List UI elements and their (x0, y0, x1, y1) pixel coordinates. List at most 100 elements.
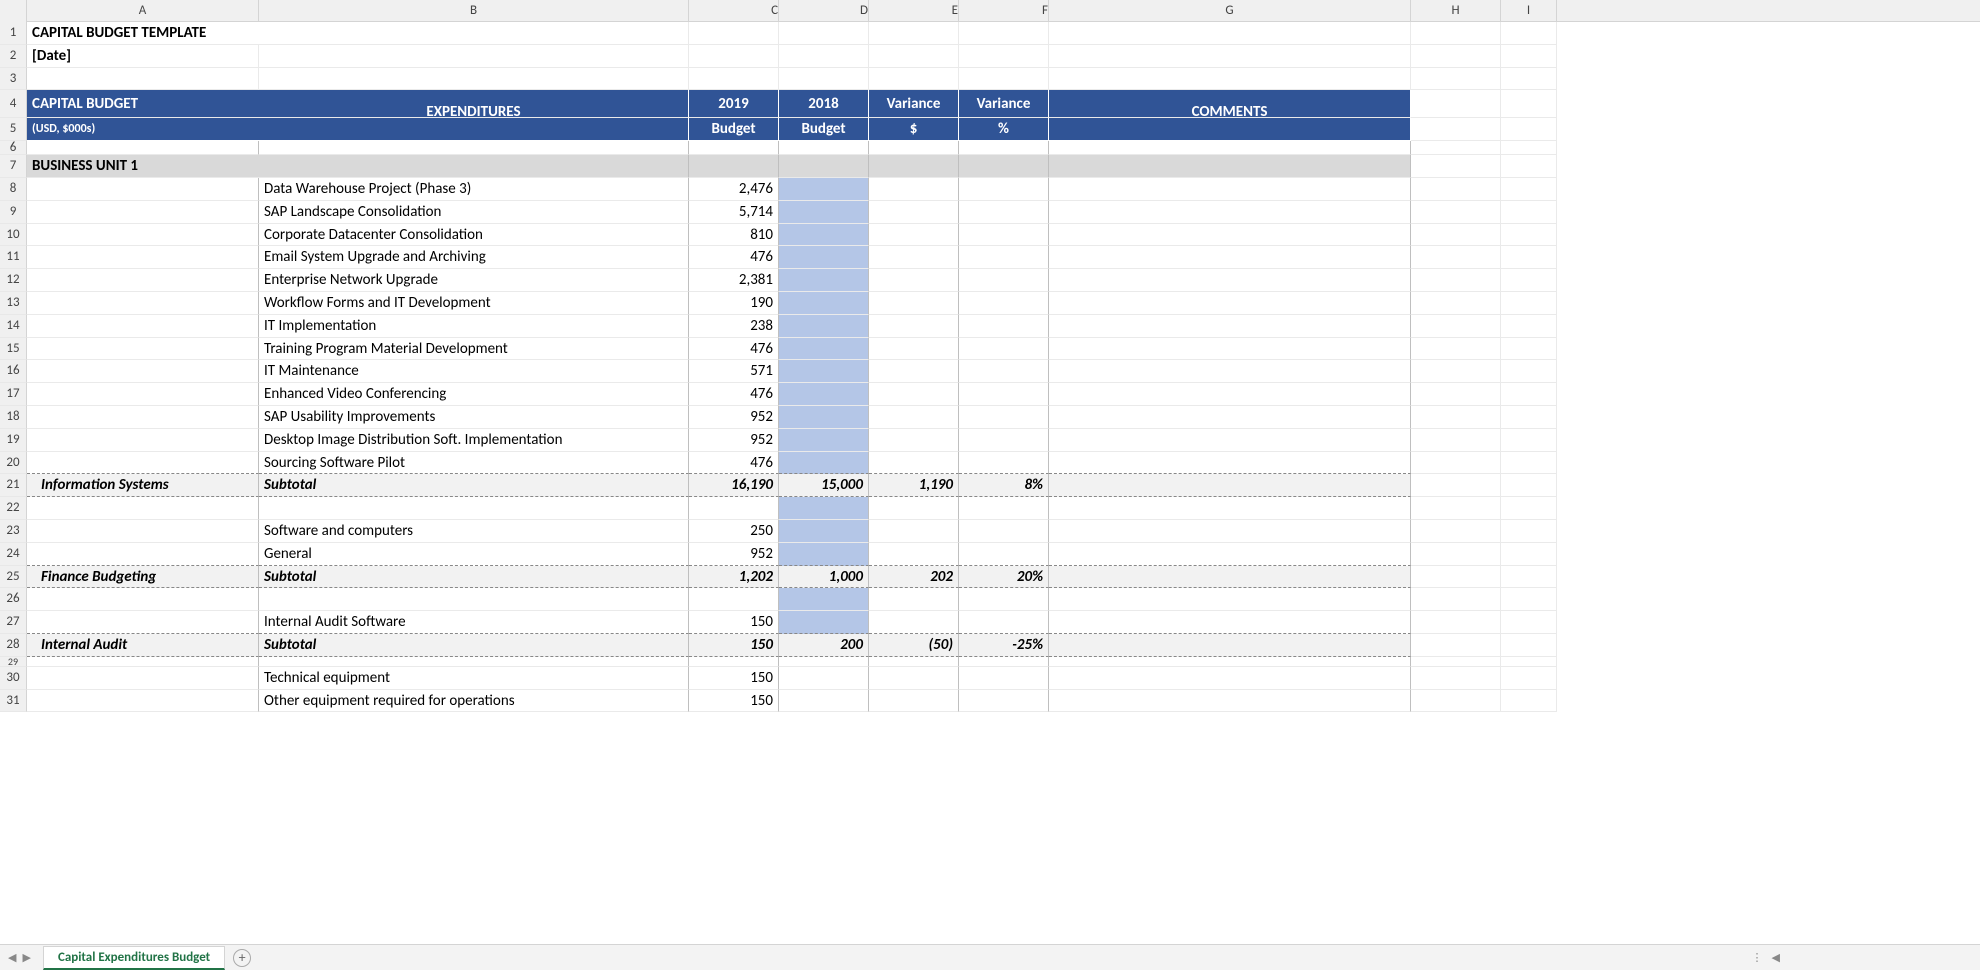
cell-H25[interactable] (1411, 566, 1501, 589)
cell-A4[interactable]: CAPITAL BUDGET (27, 90, 259, 118)
cell-D11[interactable] (779, 246, 869, 269)
cell-A21[interactable]: Information Systems (27, 474, 259, 497)
cell-B20[interactable]: Sourcing Software Pilot (259, 452, 689, 475)
cell-A30[interactable] (27, 667, 259, 690)
cell-D23[interactable] (779, 520, 869, 543)
cell-B19[interactable]: Desktop Image Distribution Soft. Impleme… (259, 429, 689, 452)
cell-E5[interactable]: $ (869, 118, 959, 141)
cell-H7[interactable] (1411, 155, 1501, 178)
cell-C20[interactable]: 476 (689, 452, 779, 475)
cell-A13[interactable] (27, 292, 259, 315)
cell-B5[interactable] (259, 118, 689, 141)
cell-B27[interactable]: Internal Audit Software (259, 611, 689, 634)
cell-B21[interactable]: Subtotal (259, 474, 689, 497)
row-header-27[interactable]: 27 (0, 611, 27, 634)
cell-E8[interactable] (869, 178, 959, 201)
cell-C13[interactable]: 190 (689, 292, 779, 315)
cell-F6[interactable] (959, 141, 1049, 155)
cell-E10[interactable] (869, 224, 959, 247)
cell-C17[interactable]: 476 (689, 383, 779, 406)
cell-D19[interactable] (779, 429, 869, 452)
cell-E14[interactable] (869, 315, 959, 338)
row-header-13[interactable]: 13 (0, 292, 27, 315)
cell-F22[interactable] (959, 497, 1049, 520)
col-header-H[interactable]: H (1411, 0, 1501, 21)
cell-I26[interactable] (1501, 588, 1557, 611)
cell-C21[interactable]: 16,190 (689, 474, 779, 497)
cell-D7[interactable] (779, 155, 869, 178)
cell-I5[interactable] (1501, 118, 1557, 141)
cell-D4[interactable]: 2018 (779, 90, 869, 118)
row-header-21[interactable]: 21 (0, 474, 27, 497)
cell-C12[interactable]: 2,381 (689, 269, 779, 292)
cell-H20[interactable] (1411, 452, 1501, 475)
cell-C28[interactable]: 150 (689, 634, 779, 657)
cell-H12[interactable] (1411, 269, 1501, 292)
cell-I13[interactable] (1501, 292, 1557, 315)
col-header-E[interactable]: E (869, 0, 959, 21)
cell-I4[interactable] (1501, 90, 1557, 118)
cell-D31[interactable] (779, 690, 869, 713)
cell-G9[interactable] (1049, 201, 1411, 224)
cell-I19[interactable] (1501, 429, 1557, 452)
cell-I22[interactable] (1501, 497, 1557, 520)
cell-E12[interactable] (869, 269, 959, 292)
cell-F5[interactable]: % (959, 118, 1049, 141)
cell-F4[interactable]: Variance (959, 90, 1049, 118)
cell-E25[interactable]: 202 (869, 566, 959, 589)
cell-C15[interactable]: 476 (689, 338, 779, 361)
cell-B7[interactable] (259, 155, 689, 178)
cell-B24[interactable]: General (259, 543, 689, 566)
cell-H13[interactable] (1411, 292, 1501, 315)
cell-H28[interactable] (1411, 634, 1501, 657)
cell-G23[interactable] (1049, 520, 1411, 543)
cell-H16[interactable] (1411, 360, 1501, 383)
cell-A20[interactable] (27, 452, 259, 475)
cell-B13[interactable]: Workflow Forms and IT Development (259, 292, 689, 315)
cell-H24[interactable] (1411, 543, 1501, 566)
row-header-19[interactable]: 19 (0, 429, 27, 452)
cell-H2[interactable] (1411, 45, 1501, 68)
cell-H27[interactable] (1411, 611, 1501, 634)
cell-F29[interactable] (959, 657, 1049, 667)
cell-I30[interactable] (1501, 667, 1557, 690)
cell-C1[interactable] (689, 22, 779, 45)
cell-H21[interactable] (1411, 474, 1501, 497)
cell-E13[interactable] (869, 292, 959, 315)
row-header-6[interactable]: 6 (0, 141, 27, 155)
cell-C8[interactable]: 2,476 (689, 178, 779, 201)
cell-D9[interactable] (779, 201, 869, 224)
cell-I24[interactable] (1501, 543, 1557, 566)
cell-F28[interactable]: -25% (959, 634, 1049, 657)
cell-B9[interactable]: SAP Landscape Consolidation (259, 201, 689, 224)
cell-A12[interactable] (27, 269, 259, 292)
cell-C26[interactable] (689, 588, 779, 611)
cell-G17[interactable] (1049, 383, 1411, 406)
cell-G11[interactable] (1049, 246, 1411, 269)
cell-G20[interactable] (1049, 452, 1411, 475)
row-header-5[interactable]: 5 (0, 118, 27, 141)
cell-C29[interactable] (689, 657, 779, 667)
cell-H9[interactable] (1411, 201, 1501, 224)
cell-G21[interactable] (1049, 474, 1411, 497)
cell-G13[interactable] (1049, 292, 1411, 315)
cell-C25[interactable]: 1,202 (689, 566, 779, 589)
cell-G1[interactable] (1049, 22, 1411, 45)
cell-A11[interactable] (27, 246, 259, 269)
cell-H23[interactable] (1411, 520, 1501, 543)
cell-I29[interactable] (1501, 657, 1557, 667)
cell-F10[interactable] (959, 224, 1049, 247)
cell-F1[interactable] (959, 22, 1049, 45)
cell-E15[interactable] (869, 338, 959, 361)
cell-G16[interactable] (1049, 360, 1411, 383)
col-header-F[interactable]: F (959, 0, 1049, 21)
cell-E19[interactable] (869, 429, 959, 452)
cell-D3[interactable] (779, 68, 869, 91)
cell-D1[interactable] (779, 22, 869, 45)
cell-H1[interactable] (1411, 22, 1501, 45)
cell-A19[interactable] (27, 429, 259, 452)
cell-E23[interactable] (869, 520, 959, 543)
cell-G29[interactable] (1049, 657, 1411, 667)
cell-B15[interactable]: Training Program Material Development (259, 338, 689, 361)
cell-B8[interactable]: Data Warehouse Project (Phase 3) (259, 178, 689, 201)
